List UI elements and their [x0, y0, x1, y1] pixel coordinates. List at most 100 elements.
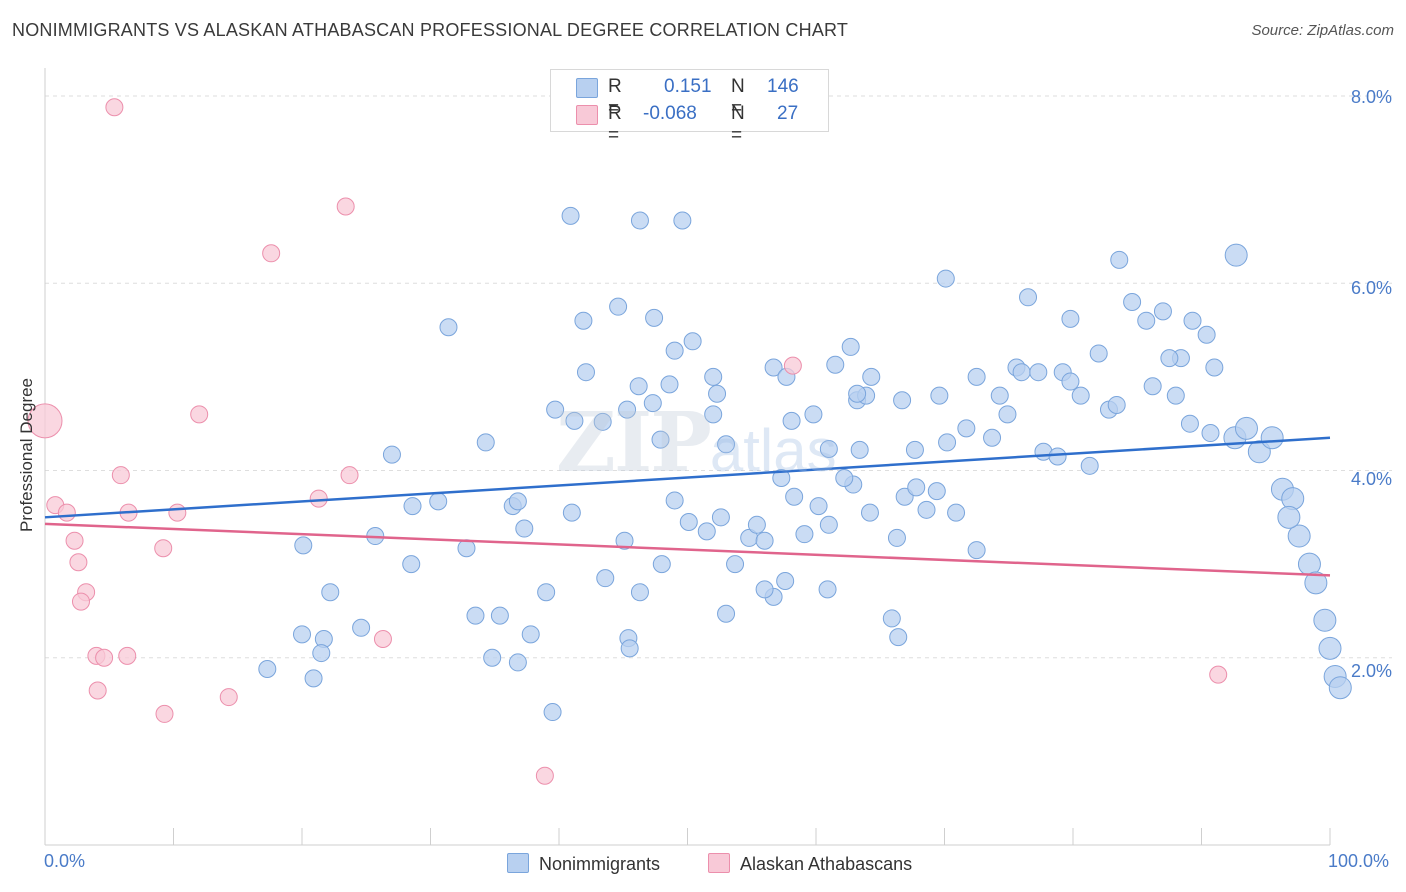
data-point	[783, 356, 802, 375]
data-point	[998, 405, 1017, 424]
data-point	[490, 606, 509, 625]
data-point	[704, 405, 723, 424]
legend-r-label: R =	[608, 76, 622, 119]
legend-r-value: 0.151	[664, 76, 712, 97]
data-point	[373, 630, 392, 649]
data-point	[88, 681, 107, 700]
data-point	[336, 197, 355, 216]
bottom-legend-swatch-blue	[507, 853, 529, 873]
data-point	[1143, 377, 1162, 396]
data-point	[905, 440, 924, 459]
data-point	[1183, 311, 1202, 330]
data-point	[967, 367, 986, 386]
data-point	[717, 604, 736, 623]
data-point	[697, 522, 716, 541]
legend-r-label: R =	[608, 103, 622, 146]
bottom-legend-swatch-pink	[708, 853, 730, 873]
data-point	[476, 433, 495, 452]
data-point	[835, 468, 854, 487]
data-point	[1048, 447, 1067, 466]
data-point	[848, 384, 867, 403]
data-point	[620, 639, 639, 658]
data-point	[785, 487, 804, 506]
data-point	[561, 206, 580, 225]
data-point	[711, 508, 730, 527]
data-point	[957, 419, 976, 438]
data-point	[747, 515, 766, 534]
data-point	[938, 433, 957, 452]
data-point	[466, 606, 485, 625]
data-point	[1201, 424, 1220, 443]
watermark: ZIPatlas	[556, 395, 837, 491]
correlation-legend: R = 0.151 N = 146 R = -0.068 N = 27	[550, 69, 829, 146]
trend-lines	[44, 436, 1331, 577]
data-point	[1019, 288, 1038, 307]
data-point	[219, 688, 238, 707]
data-point	[907, 478, 926, 497]
data-point	[1071, 386, 1090, 405]
data-point	[629, 377, 648, 396]
data-point	[947, 503, 966, 522]
data-point	[819, 515, 838, 534]
data-point	[755, 531, 774, 550]
data-point	[312, 644, 331, 663]
data-point	[521, 625, 540, 644]
data-point	[1166, 386, 1185, 405]
data-point	[764, 358, 783, 377]
data-point	[818, 580, 837, 599]
data-point	[118, 646, 137, 665]
data-point	[154, 539, 173, 558]
legend-n-value: 27	[777, 103, 799, 124]
trend-line-nonimmigrants	[44, 436, 1331, 519]
data-point	[1029, 363, 1048, 382]
data-point	[439, 318, 458, 337]
data-point	[1209, 665, 1228, 684]
data-point	[352, 618, 371, 637]
data-point	[704, 367, 723, 386]
data-point	[755, 580, 774, 599]
data-point	[673, 211, 692, 230]
data-point	[1281, 487, 1305, 511]
data-point	[893, 391, 912, 410]
y-axis-label: Professional Degree	[17, 377, 36, 533]
data-point	[27, 403, 63, 439]
data-point	[546, 400, 565, 419]
data-point	[403, 497, 422, 516]
data-point	[95, 648, 114, 667]
data-point	[293, 625, 311, 644]
data-point	[930, 386, 949, 405]
data-point	[508, 653, 527, 672]
data-point	[1328, 676, 1352, 700]
data-point	[1110, 250, 1129, 269]
legend-swatch-blue	[576, 78, 598, 98]
data-point	[190, 405, 209, 424]
series-nonimmigrants	[258, 96, 1352, 722]
data-point	[967, 541, 986, 560]
x-tick-label-max: 100.0%	[1328, 851, 1390, 871]
data-point	[593, 412, 612, 431]
data-point	[483, 648, 502, 667]
data-point	[652, 555, 671, 574]
series-alaskan-athabascans	[27, 98, 1228, 785]
data-point	[1205, 358, 1224, 377]
data-point	[429, 492, 448, 511]
data-point	[1153, 302, 1172, 321]
data-point	[630, 583, 649, 602]
data-point	[576, 363, 595, 382]
data-point	[917, 500, 936, 519]
data-point	[1123, 292, 1142, 311]
x-tick-label-min: 0.0%	[44, 851, 86, 871]
bottom-legend-label: Nonimmigrants	[539, 854, 661, 874]
data-point	[596, 569, 615, 588]
data-point	[826, 355, 845, 374]
data-point	[1061, 372, 1080, 391]
data-point	[708, 384, 727, 403]
data-point	[155, 704, 174, 723]
data-point	[630, 211, 649, 230]
data-point	[990, 386, 1009, 405]
data-point	[1304, 571, 1328, 595]
data-point	[1160, 349, 1179, 368]
data-point	[615, 531, 634, 550]
legend-n-label: N =	[731, 103, 745, 146]
data-point	[1224, 243, 1248, 267]
